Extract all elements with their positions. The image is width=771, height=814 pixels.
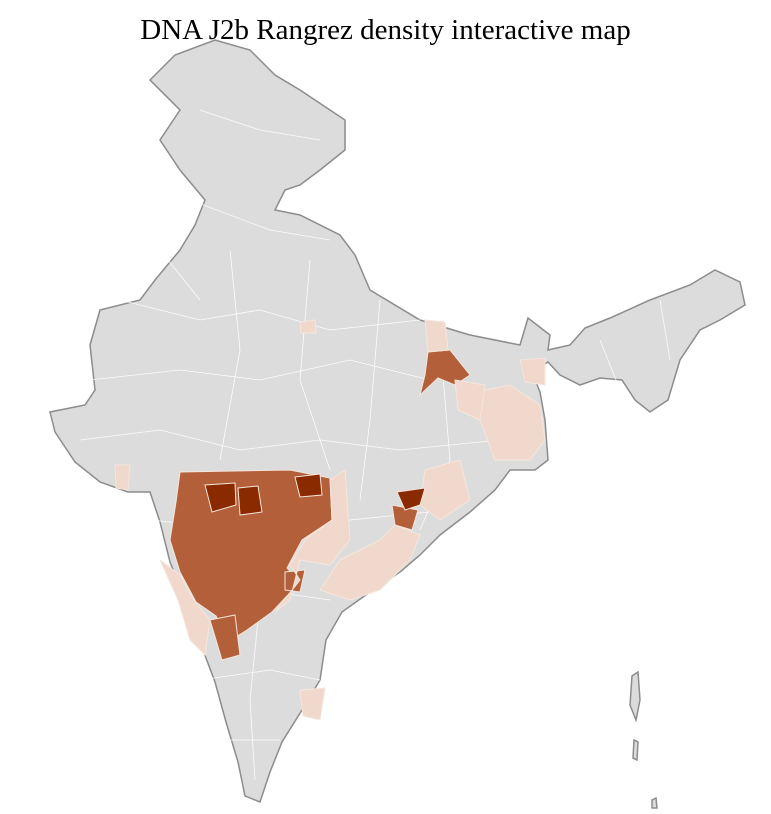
region-low-density[interactable] — [454, 379, 486, 421]
region-low-density[interactable] — [114, 464, 131, 491]
region-high-density[interactable] — [396, 487, 426, 511]
region-medium-density[interactable] — [419, 349, 471, 397]
region-low-density[interactable] — [159, 559, 211, 657]
region-low-density[interactable] — [299, 319, 317, 334]
region-high-density[interactable] — [294, 473, 323, 498]
region-low-density[interactable] — [519, 357, 546, 386]
region-low-density[interactable] — [424, 319, 449, 353]
region-low-density[interactable] — [319, 524, 421, 601]
region-high-density[interactable] — [237, 485, 263, 516]
region-medium-density[interactable] — [209, 614, 241, 661]
map-title: DNA J2b Rangrez density interactive map — [140, 14, 631, 46]
density-regions — [114, 319, 546, 721]
region-low-density[interactable] — [274, 469, 351, 613]
region-low-density[interactable] — [299, 687, 326, 721]
andaman-islands[interactable] — [629, 670, 658, 809]
region-high-density[interactable] — [204, 482, 237, 513]
india-outline[interactable] — [49, 39, 746, 803]
